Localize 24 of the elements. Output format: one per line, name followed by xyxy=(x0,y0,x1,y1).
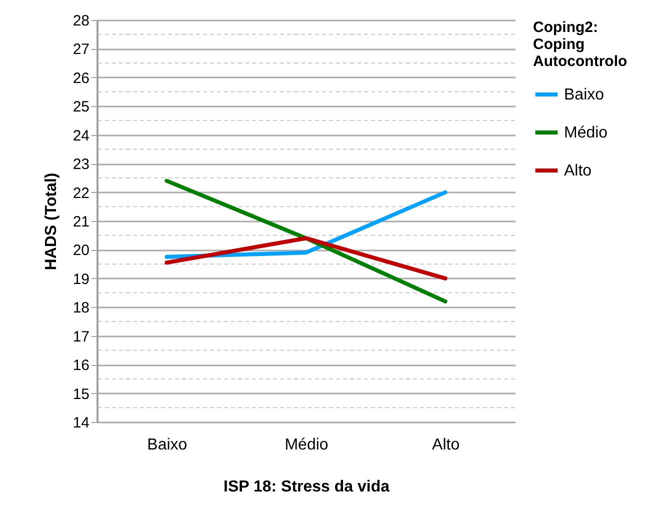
x-axis-title: ISP 18: Stress da vida xyxy=(223,478,390,496)
y-tick-label: 28 xyxy=(72,12,90,30)
y-tick-label: 26 xyxy=(72,70,90,87)
y-tick-label: 20 xyxy=(72,242,90,260)
x-tick-label: Baixo xyxy=(147,436,188,454)
y-tick-label: 24 xyxy=(72,127,90,144)
legend-label: Médio xyxy=(564,124,608,142)
legend-label: Baixo xyxy=(564,86,604,104)
y-tick-label: 18 xyxy=(72,300,90,317)
y-tick-label: 19 xyxy=(72,270,90,288)
y-tick-label: 21 xyxy=(72,214,90,230)
legend-title: Coping2: Coping Autocontrolo xyxy=(533,19,628,70)
y-tick-label: 16 xyxy=(72,357,90,374)
y-tick-label: 27 xyxy=(72,41,90,58)
y-axis-title: HADS (Total) xyxy=(42,172,60,270)
x-tick-label: Alto xyxy=(432,436,460,454)
x-tick-label: Médio xyxy=(284,436,328,454)
y-tick-label: 14 xyxy=(72,414,90,432)
y-tick-label: 25 xyxy=(72,98,90,116)
y-tick-label: 17 xyxy=(72,328,90,346)
legend-label: Alto xyxy=(564,162,592,180)
y-tick-label: 15 xyxy=(72,386,90,403)
y-tick-label: 23 xyxy=(72,156,90,174)
y-tick-label: 22 xyxy=(72,184,90,202)
